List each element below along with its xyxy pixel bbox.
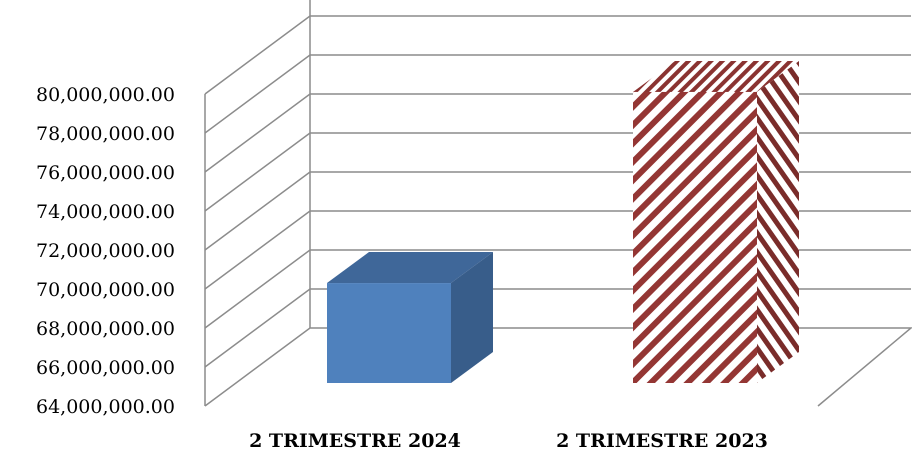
x-category-label: 2 TRIMESTRE 2023: [556, 430, 768, 452]
y-tick-label: 76,000,000.00: [36, 162, 175, 184]
y-tick-label: 64,000,000.00: [36, 396, 175, 418]
x-category-label: 2 TRIMESTRE 2024: [249, 430, 461, 452]
bar-top: [327, 252, 493, 284]
bar-top: [633, 60, 799, 92]
bar-side: [451, 252, 493, 383]
gridlines: [204, 0, 912, 407]
y-tick-label: 66,000,000.00: [36, 357, 175, 379]
bar-front: [327, 283, 451, 383]
bar-side: [757, 60, 799, 383]
y-tick-label: 80,000,000.00: [36, 84, 175, 106]
gridline: [204, 327, 912, 407]
y-tick-label: 72,000,000.00: [36, 240, 175, 262]
y-axis: 64,000,000.00 66,000,000.00 68,000,000.00 7…: [36, 84, 175, 418]
bars: [327, 60, 799, 383]
y-tick-label: 74,000,000.00: [36, 201, 175, 223]
y-tick-label: 70,000,000.00: [36, 279, 175, 301]
y-tick-label: 78,000,000.00: [36, 123, 175, 145]
y-tick-label: 68,000,000.00: [36, 318, 175, 340]
bar-front: [633, 91, 757, 383]
x-axis: 2 TRIMESTRE 2024 2 TRIMESTRE 2023: [249, 430, 768, 452]
bar-2: [633, 60, 799, 383]
bar-1: [327, 252, 493, 383]
